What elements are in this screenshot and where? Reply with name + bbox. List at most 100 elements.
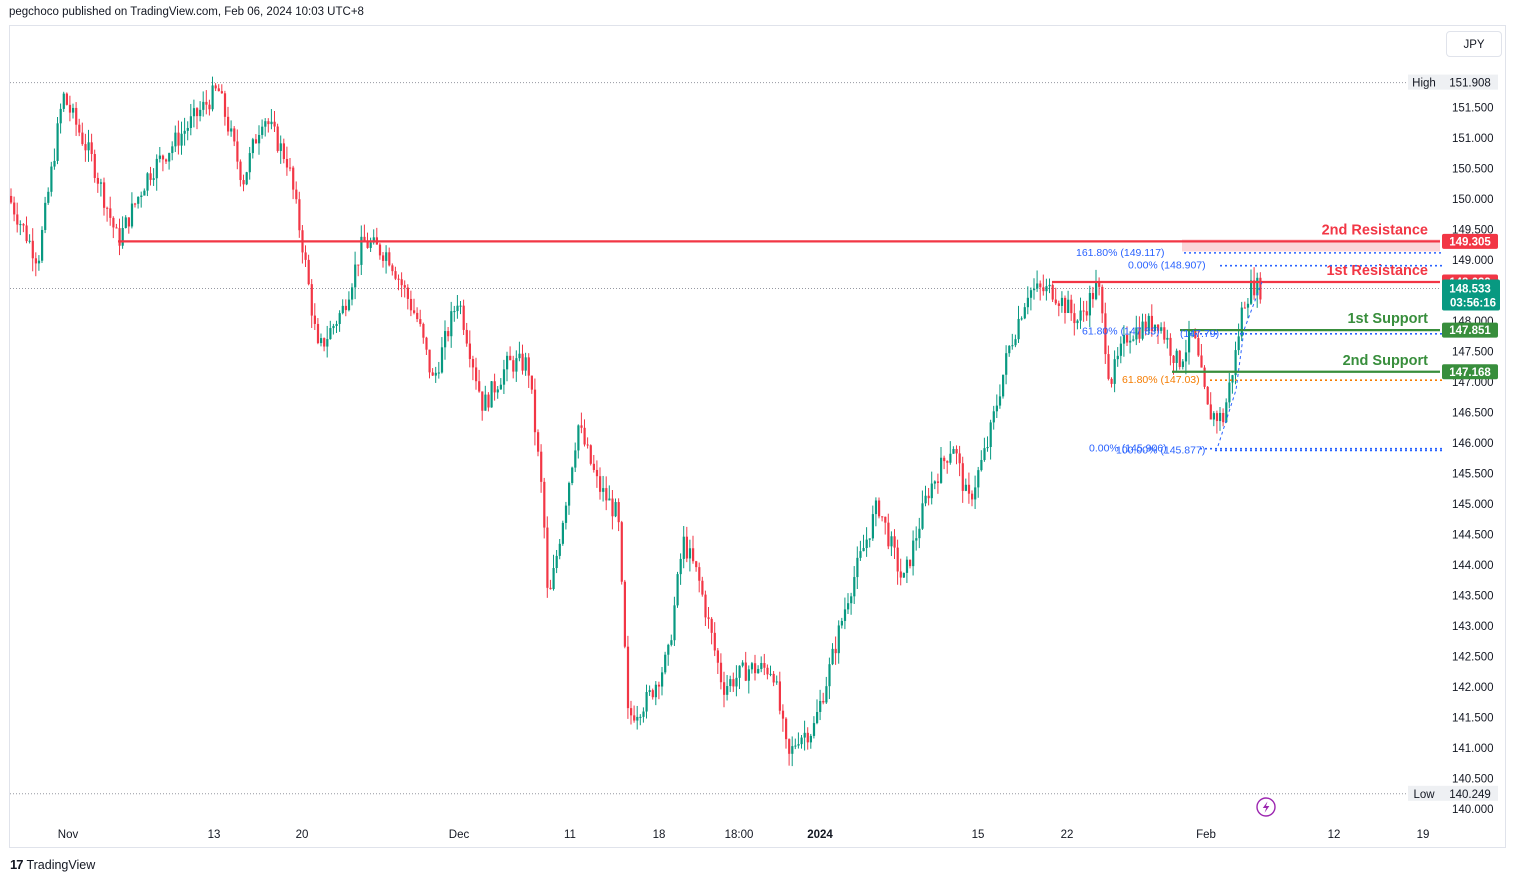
candle-body [806,732,809,743]
y-tick-label-9: 144.500 [1452,530,1494,542]
candle-body [1219,412,1222,422]
candle-body [208,104,211,110]
candle-body [1147,315,1150,332]
candle-body [850,596,853,604]
candle-body [481,391,484,411]
candle-body [878,500,881,517]
candle-body [19,224,22,226]
candle-body [1020,318,1023,320]
candle-body [409,298,413,311]
candle-body [682,536,685,559]
x-tick-label-6: 18:00 [725,829,754,841]
candle-body [763,663,766,668]
candle-body [270,121,273,125]
level-tag-3-bg [1442,364,1498,380]
x-tick-label-8: 15 [972,829,985,841]
candle-body [561,522,564,544]
candle-body [825,686,828,703]
candle-body [1166,337,1169,340]
currency-button[interactable]: JPY [1446,31,1502,57]
candle-body [1067,299,1070,313]
candle-body [788,739,791,754]
candle-body [989,422,992,448]
candle-body [595,469,599,477]
candle-body [1157,324,1160,331]
candle-body [1150,315,1153,331]
candle-body [1122,335,1126,344]
candle-body [239,161,242,181]
candle-body [65,93,68,105]
candle-body [214,85,217,89]
candle-body [623,581,626,647]
candle-body [893,536,896,548]
candle-body [112,217,115,228]
candle-body [1057,303,1060,306]
x-tick-label-4: 11 [564,829,576,841]
candle-body [1172,355,1175,363]
price-axis: 140.000 140.500 141.000 141.500 142.000 142.5… [1452,103,1494,817]
candle-body [992,411,995,423]
y-tick-label-21: 150.500 [1452,164,1494,176]
candle-body [1039,283,1042,288]
candle-body [967,484,971,494]
x-tick-label-2: 20 [296,829,309,841]
candle-body [161,155,165,160]
candle-body [56,123,59,161]
candle-body [1064,297,1067,313]
candle-body [778,681,781,711]
candle-body [1048,284,1051,287]
y-tick-label-15: 147.500 [1452,347,1494,359]
candle-body [258,134,261,144]
candle-body [285,158,289,168]
candle-body [180,133,183,146]
candle-body [1135,327,1138,340]
candle-body [313,315,316,324]
candle-body [1212,413,1215,420]
candle-body [831,648,834,665]
candle-body [698,567,701,581]
candle-body [977,470,980,488]
candle-body [25,225,28,242]
candle-body [261,126,264,135]
candle-body [1169,337,1172,356]
candle-body [146,173,149,191]
candle-body [62,93,65,109]
candle-body [961,463,964,491]
candle-body [654,684,657,698]
candle-body [242,180,245,185]
lightning-icon[interactable] [1256,797,1276,817]
candle-body [357,264,360,266]
candle-body [605,488,608,501]
candle-body [478,381,481,392]
x-tick-label-5: 18 [653,829,666,841]
candle-body [840,620,843,626]
candle-body [558,543,561,556]
fib-label-5: 61.80% (147.83) [1082,325,1160,337]
candle-body [518,353,521,359]
candle-body [456,305,459,312]
candle-body [524,357,527,371]
y-tick-label-11: 145.500 [1452,469,1494,481]
candle-body [499,384,502,390]
candle-body [924,495,927,504]
candle-body [1129,340,1132,343]
low-tag-value-bg [1442,785,1498,801]
candle-body [930,483,933,499]
candle-body [701,580,704,595]
candle-body [28,240,31,242]
candle-body [750,663,754,670]
candle-body [608,498,611,501]
candle-body [974,487,977,500]
candle-body [760,663,763,669]
candle-body [509,355,512,361]
candle-body [400,279,403,286]
candle-body [1200,355,1203,368]
candle-body [716,650,719,663]
candle-body [338,313,341,324]
candle-body [912,540,915,567]
candle-body [326,339,329,347]
y-tick-label-8: 144.000 [1452,560,1494,572]
candle-body [626,646,630,709]
level-label-3: 2nd Support [1343,353,1429,369]
